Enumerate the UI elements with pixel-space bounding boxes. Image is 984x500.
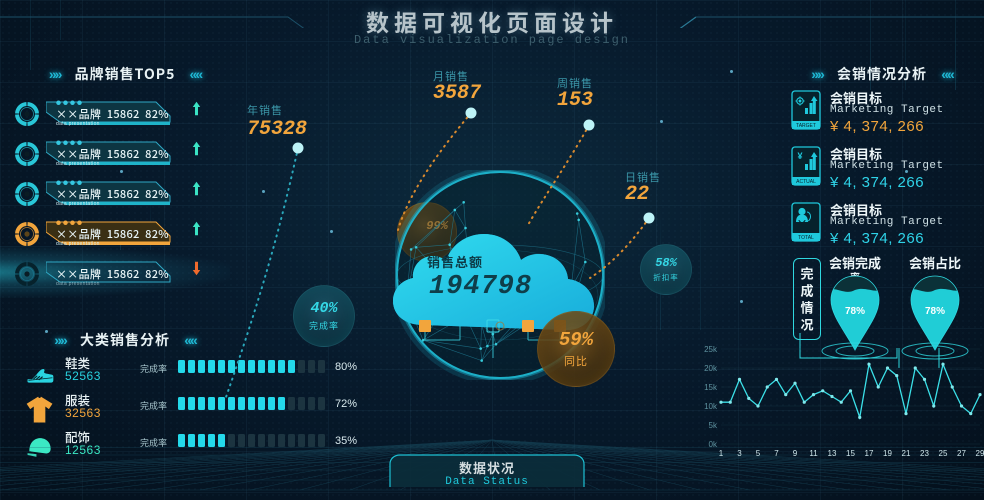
svg-text:ACTUAL: ACTUAL [796, 179, 816, 185]
svg-text:21: 21 [902, 449, 911, 458]
svg-text:10k: 10k [704, 402, 718, 411]
svg-text:3: 3 [737, 449, 742, 458]
svg-text:0k: 0k [709, 440, 718, 449]
svg-text:1: 1 [719, 449, 724, 458]
svg-text:11: 11 [809, 449, 818, 458]
svg-text:19: 19 [883, 449, 892, 458]
svg-text:23: 23 [920, 449, 929, 458]
svg-text:13: 13 [828, 449, 837, 458]
svg-text:TOTAL: TOTAL [798, 235, 814, 241]
svg-text:15k: 15k [704, 383, 718, 392]
svg-text:78%: 78% [845, 306, 865, 317]
svg-text:25: 25 [939, 449, 948, 458]
svg-text:25k: 25k [704, 345, 718, 354]
svg-text:5: 5 [756, 449, 761, 458]
svg-text:17: 17 [865, 449, 874, 458]
svg-text:¥: ¥ [797, 151, 802, 161]
svg-text:15: 15 [846, 449, 855, 458]
svg-text:7: 7 [774, 449, 779, 458]
svg-text:29: 29 [976, 449, 984, 458]
svg-text:9: 9 [793, 449, 798, 458]
svg-text:20k: 20k [704, 364, 718, 373]
svg-text:78%: 78% [925, 306, 945, 317]
svg-text:27: 27 [957, 449, 966, 458]
svg-text:5k: 5k [709, 421, 718, 430]
svg-text:TARGET: TARGET [796, 123, 816, 129]
